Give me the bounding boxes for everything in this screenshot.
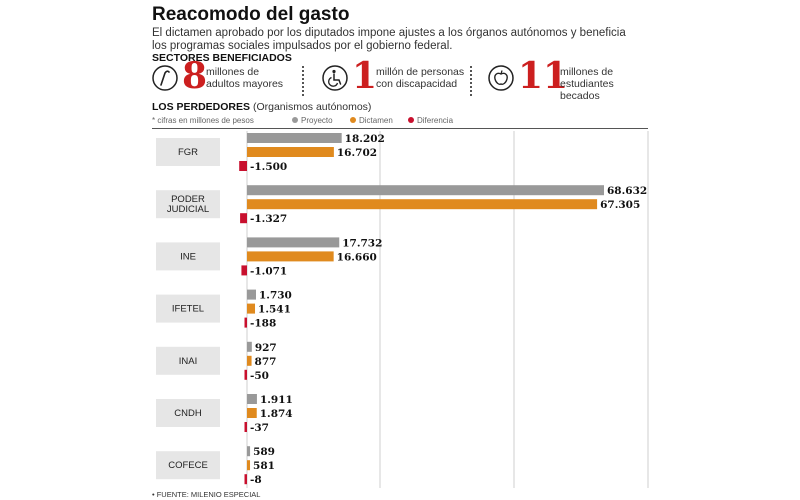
legend-swatch bbox=[350, 117, 356, 123]
data-label: 581 bbox=[253, 460, 275, 472]
category-box bbox=[156, 399, 220, 427]
bar-diferencia bbox=[244, 317, 247, 328]
sector-text: millones de estudiantes becados bbox=[560, 66, 614, 102]
data-label: -1.327 bbox=[250, 213, 287, 225]
bar-dictamen bbox=[247, 147, 334, 157]
category-box bbox=[156, 138, 220, 166]
legend-item-diferencia: Diferencia bbox=[408, 116, 453, 125]
bar-dictamen bbox=[247, 251, 334, 262]
sector-adultos: 8 millones de adultos mayores bbox=[152, 56, 302, 100]
category-label: IFETEL bbox=[172, 304, 204, 315]
category-box bbox=[156, 242, 220, 271]
data-label: -50 bbox=[250, 370, 269, 382]
data-label: 17.732 bbox=[342, 237, 382, 249]
bar-proyecto bbox=[247, 446, 251, 457]
bar-proyecto bbox=[247, 237, 340, 248]
bar-diferencia bbox=[241, 265, 247, 276]
data-label: 1.730 bbox=[259, 290, 292, 302]
bar-proyecto bbox=[247, 185, 604, 196]
legend-item-dictamen: Dictamen bbox=[350, 116, 393, 125]
apple-icon bbox=[488, 65, 514, 91]
category-label: INE bbox=[180, 251, 196, 262]
source-note: • FUENTE: MILENIO ESPECIAL bbox=[152, 490, 261, 499]
bar-dictamen bbox=[247, 303, 256, 314]
sector-divider bbox=[470, 66, 472, 96]
category-box bbox=[156, 294, 220, 323]
sector-estudiantes: 11 millones de estudiantes becados bbox=[488, 56, 658, 102]
data-label: -188 bbox=[250, 318, 276, 330]
data-label: 589 bbox=[253, 446, 275, 458]
bar-dictamen bbox=[247, 355, 252, 366]
bar-diferencia bbox=[244, 474, 247, 485]
bar-dictamen bbox=[247, 199, 598, 210]
bar-diferencia bbox=[244, 369, 247, 380]
sector-divider bbox=[302, 66, 304, 96]
category-label: CNDH bbox=[174, 408, 202, 419]
page-title: Reacomodo del gasto bbox=[152, 4, 350, 25]
legend-swatch bbox=[292, 117, 298, 123]
category-label: INAI bbox=[179, 356, 197, 367]
sector-text: millones de adultos mayores bbox=[206, 66, 284, 90]
category-label: PODER bbox=[171, 194, 205, 205]
sector-number: 1 bbox=[352, 55, 378, 97]
bar-proyecto bbox=[247, 289, 256, 300]
legend-rule bbox=[152, 128, 648, 129]
data-label: 1.911 bbox=[260, 394, 293, 406]
legend-item-proyecto: Proyecto bbox=[292, 116, 333, 125]
sectors-row: 8 millones de adultos mayores 1 millón d… bbox=[152, 56, 652, 102]
data-label: 16.702 bbox=[337, 147, 377, 159]
data-label: -1.500 bbox=[250, 161, 287, 173]
category-label: COFECE bbox=[168, 460, 208, 471]
sectors-heading: SECTORES BENEFICIADOS bbox=[152, 52, 292, 64]
data-label: -37 bbox=[250, 422, 269, 434]
data-label: 927 bbox=[255, 342, 277, 354]
data-label: 1.541 bbox=[258, 304, 291, 316]
category-label: FGR bbox=[178, 147, 198, 158]
bar-diferencia bbox=[244, 422, 247, 432]
category-box bbox=[156, 190, 220, 219]
bar-diferencia bbox=[239, 161, 247, 171]
bar-dictamen bbox=[247, 408, 257, 418]
sector-number: 11 bbox=[518, 55, 569, 97]
legend: * cifras en millones de pesos Proyecto D… bbox=[152, 116, 652, 128]
data-label: -8 bbox=[250, 474, 262, 486]
losers-note: (Organismos autónomos) bbox=[252, 101, 372, 113]
sector-text: millón de personas con discapacidad bbox=[376, 66, 465, 90]
data-label: 18.202 bbox=[345, 133, 385, 145]
category-label: JUDICIAL bbox=[167, 204, 209, 215]
category-box bbox=[156, 346, 220, 375]
category-box bbox=[156, 451, 220, 480]
losers-heading: LOS PERDEDORES (Organismos autónomos) bbox=[152, 101, 372, 113]
sector-discapacidad: 1 millón de personas con discapacidad bbox=[322, 56, 472, 100]
data-label: 68.632 bbox=[607, 185, 647, 197]
legend-units: * cifras en millones de pesos bbox=[152, 116, 254, 125]
bar-proyecto bbox=[247, 341, 252, 352]
bar-dictamen bbox=[247, 460, 251, 471]
data-label: 1.874 bbox=[260, 408, 293, 420]
cane-icon bbox=[152, 65, 178, 91]
bar-proyecto bbox=[247, 133, 342, 143]
bar-proyecto bbox=[247, 394, 257, 404]
legend-swatch bbox=[408, 117, 414, 123]
data-label: 67.305 bbox=[600, 199, 640, 211]
wheelchair-icon bbox=[322, 65, 348, 91]
data-label: 16.660 bbox=[337, 251, 377, 263]
data-label: 877 bbox=[255, 356, 277, 368]
data-label: -1.071 bbox=[250, 265, 287, 277]
bar-diferencia bbox=[240, 213, 247, 224]
sector-number: 8 bbox=[182, 55, 208, 97]
page-subtitle: El dictamen aprobado por los diputados i… bbox=[152, 27, 626, 52]
